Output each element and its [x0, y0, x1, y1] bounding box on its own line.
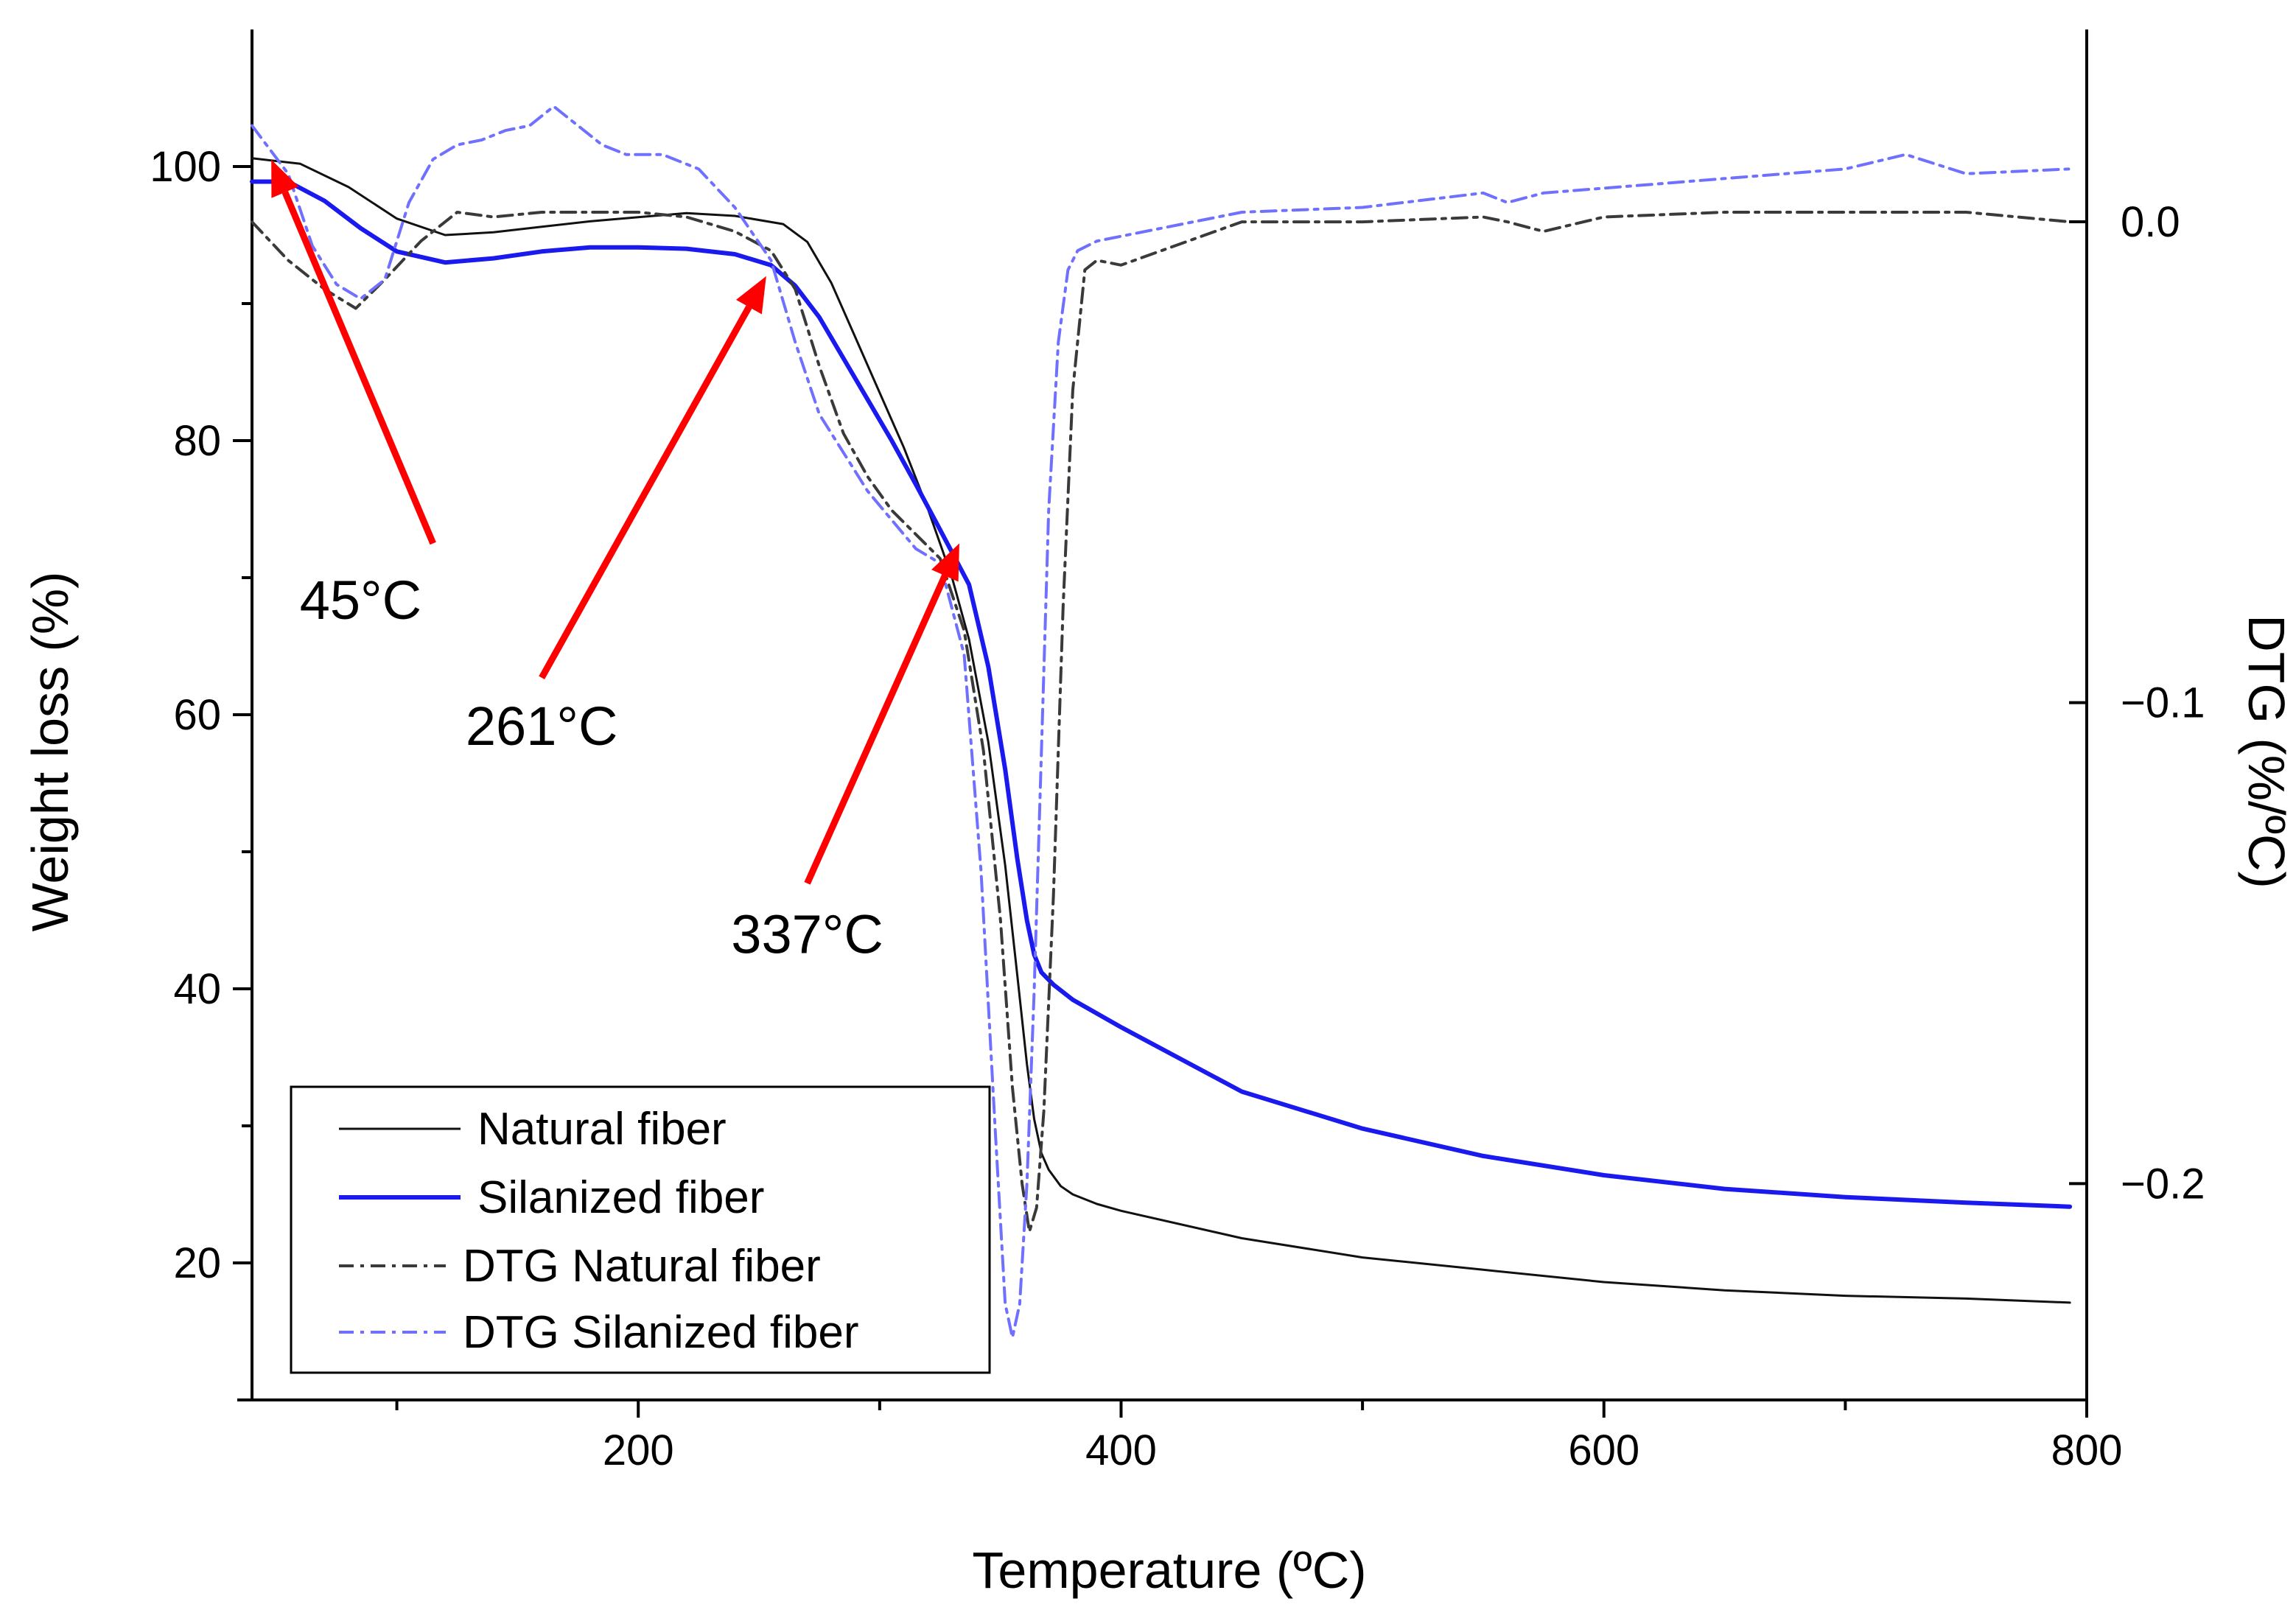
legend-box [290, 1085, 991, 1374]
x-tick-label: 800 [2051, 1426, 2123, 1474]
series-line-dtg-natural-fiber [251, 211, 2072, 1233]
series-line-dtg-silanized-fiber [251, 105, 2072, 1340]
y-tick-label: 60 [173, 691, 221, 739]
x-tick-label: 600 [1568, 1426, 1639, 1474]
annotation-arrows: 45°C 261°C 337°C [271, 159, 959, 965]
annotation-arrow-shaft [539, 305, 752, 679]
legend-label-silanized-fiber: Silanized fiber [477, 1172, 764, 1223]
annotation-arrow-shaft [281, 191, 436, 545]
x-tick-label: 400 [1085, 1426, 1157, 1474]
y2-axis-title: DTG (%/ºC) [2238, 615, 2295, 889]
series-line-silanized-fiber [250, 179, 2073, 1209]
annotation-label: 45°C [300, 570, 421, 631]
y-tick-label: 80 [173, 417, 221, 465]
x-axis-title: Temperature (ºC) [972, 1541, 1366, 1599]
y-tick-label: 100 [150, 143, 221, 191]
axis-ticks: 200 400 600 800 20 40 60 80 100 0.0 −0.1 −0.2 [150, 143, 2205, 1474]
legend-label-dtg-natural-fiber: DTG Natural fiber [463, 1241, 821, 1292]
annotation-label: 261°C [466, 696, 618, 757]
y2-tick-label: −0.1 [2121, 679, 2205, 727]
legend-label-dtg-silanized-fiber: DTG Silanized fiber [463, 1307, 859, 1358]
legend: Natural fiber Silanized fiber DTG Natura… [290, 1085, 991, 1374]
annotation-arrow-head [271, 159, 299, 198]
annotation-arrow-head [735, 276, 766, 315]
legend-label-natural-fiber: Natural fiber [477, 1104, 727, 1155]
y2-tick-label: 0.0 [2121, 198, 2180, 246]
series-line-natural-fiber [251, 157, 2071, 1304]
annotation-arrow-head [931, 543, 959, 582]
y-tick-label: 40 [173, 965, 221, 1013]
y-axis-title: Weight loss (%) [21, 572, 79, 932]
annotation-arrow-shaft [804, 574, 948, 885]
y-tick-label: 20 [173, 1239, 221, 1287]
y2-tick-label: −0.2 [2121, 1160, 2205, 1208]
x-tick-label: 200 [603, 1426, 674, 1474]
annotation-label: 337°C [731, 904, 883, 965]
data-series [250, 105, 2073, 1340]
